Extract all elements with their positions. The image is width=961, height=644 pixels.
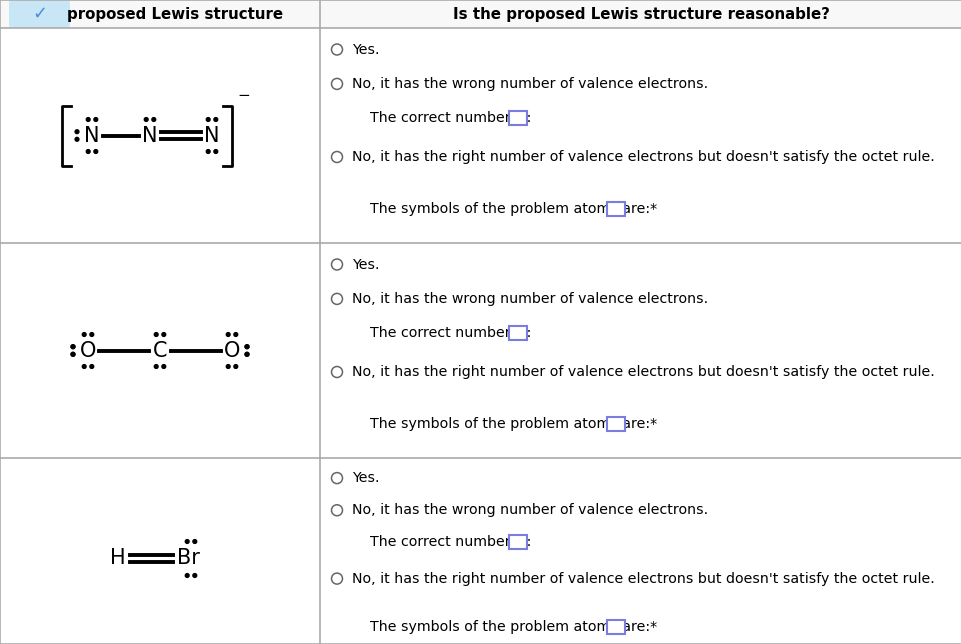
Circle shape <box>245 345 249 348</box>
Circle shape <box>213 149 217 153</box>
Circle shape <box>161 365 165 368</box>
Circle shape <box>83 332 86 336</box>
Circle shape <box>75 137 79 141</box>
Circle shape <box>185 574 189 578</box>
Circle shape <box>206 149 209 153</box>
Circle shape <box>193 574 196 578</box>
Circle shape <box>161 332 165 336</box>
Bar <box>508 535 526 549</box>
Text: Yes.: Yes. <box>352 43 379 57</box>
Text: −: − <box>236 88 250 102</box>
Circle shape <box>234 332 237 336</box>
Circle shape <box>234 365 237 368</box>
Text: The symbols of the problem atoms are:*: The symbols of the problem atoms are:* <box>370 620 656 634</box>
Circle shape <box>71 345 75 348</box>
Bar <box>606 620 624 634</box>
Bar <box>606 417 624 431</box>
Text: N: N <box>85 126 100 146</box>
Bar <box>606 202 624 216</box>
Bar <box>508 327 526 340</box>
Text: No, it has the wrong number of valence electrons.: No, it has the wrong number of valence e… <box>352 292 707 306</box>
Text: N: N <box>204 126 219 146</box>
Text: The symbols of the problem atoms are:*: The symbols of the problem atoms are:* <box>370 202 656 216</box>
Text: No, it has the right number of valence electrons but doesn't satisfy the octet r: No, it has the right number of valence e… <box>352 150 934 164</box>
Text: The correct number is:: The correct number is: <box>370 111 530 126</box>
Circle shape <box>154 365 158 368</box>
Circle shape <box>89 365 93 368</box>
Circle shape <box>144 118 148 122</box>
Text: O: O <box>224 341 240 361</box>
Circle shape <box>245 345 249 348</box>
Bar <box>0 0 961 28</box>
Circle shape <box>86 118 90 122</box>
Circle shape <box>206 118 209 122</box>
Text: Yes.: Yes. <box>352 471 379 485</box>
Text: No, it has the wrong number of valence electrons.: No, it has the wrong number of valence e… <box>352 503 707 517</box>
Circle shape <box>71 352 75 356</box>
Text: The symbols of the problem atoms are:*: The symbols of the problem atoms are:* <box>370 417 656 431</box>
Circle shape <box>154 332 158 336</box>
Circle shape <box>94 149 98 153</box>
Text: ✓: ✓ <box>32 5 47 23</box>
Circle shape <box>226 332 230 336</box>
Text: No, it has the wrong number of valence electrons.: No, it has the wrong number of valence e… <box>352 77 707 91</box>
Text: N: N <box>142 126 158 146</box>
Circle shape <box>75 130 79 133</box>
Circle shape <box>152 118 156 122</box>
Text: proposed Lewis structure: proposed Lewis structure <box>67 6 283 21</box>
Text: Yes.: Yes. <box>352 258 379 272</box>
Text: C: C <box>153 341 167 361</box>
Text: Br: Br <box>177 549 199 569</box>
Circle shape <box>213 118 217 122</box>
Circle shape <box>226 365 230 368</box>
Circle shape <box>94 118 98 122</box>
Text: H: H <box>111 549 126 569</box>
Text: The correct number is:: The correct number is: <box>370 535 530 549</box>
FancyBboxPatch shape <box>9 0 70 28</box>
Circle shape <box>86 149 90 153</box>
Text: Is the proposed Lewis structure reasonable?: Is the proposed Lewis structure reasonab… <box>452 6 828 21</box>
Text: No, it has the right number of valence electrons but doesn't satisfy the octet r: No, it has the right number of valence e… <box>352 572 934 585</box>
Circle shape <box>245 352 249 356</box>
Text: O: O <box>80 341 96 361</box>
Circle shape <box>193 540 196 544</box>
Text: No, it has the right number of valence electrons but doesn't satisfy the octet r: No, it has the right number of valence e… <box>352 365 934 379</box>
Circle shape <box>71 345 75 348</box>
Circle shape <box>89 332 93 336</box>
Text: The correct number is:: The correct number is: <box>370 327 530 340</box>
Circle shape <box>83 365 86 368</box>
Circle shape <box>245 352 249 356</box>
Bar <box>508 111 526 126</box>
Circle shape <box>185 540 189 544</box>
Circle shape <box>71 352 75 356</box>
